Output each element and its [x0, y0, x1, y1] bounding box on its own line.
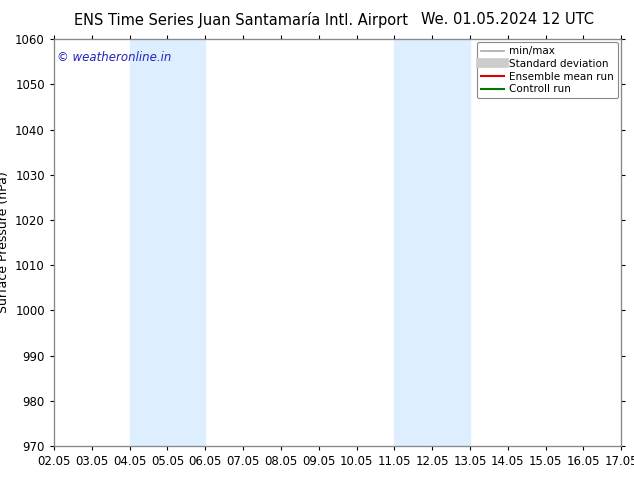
Y-axis label: Surface Pressure (hPa): Surface Pressure (hPa): [0, 172, 10, 314]
Bar: [394, 39, 470, 446]
Legend: min/max, Standard deviation, Ensemble mean run, Controll run: min/max, Standard deviation, Ensemble me…: [477, 42, 618, 98]
Text: We. 01.05.2024 12 UTC: We. 01.05.2024 12 UTC: [421, 12, 593, 27]
Text: © weatheronline.in: © weatheronline.in: [56, 51, 171, 64]
Bar: [129, 39, 205, 446]
Text: ENS Time Series Juan Santamaría Intl. Airport: ENS Time Series Juan Santamaría Intl. Ai…: [74, 12, 408, 28]
